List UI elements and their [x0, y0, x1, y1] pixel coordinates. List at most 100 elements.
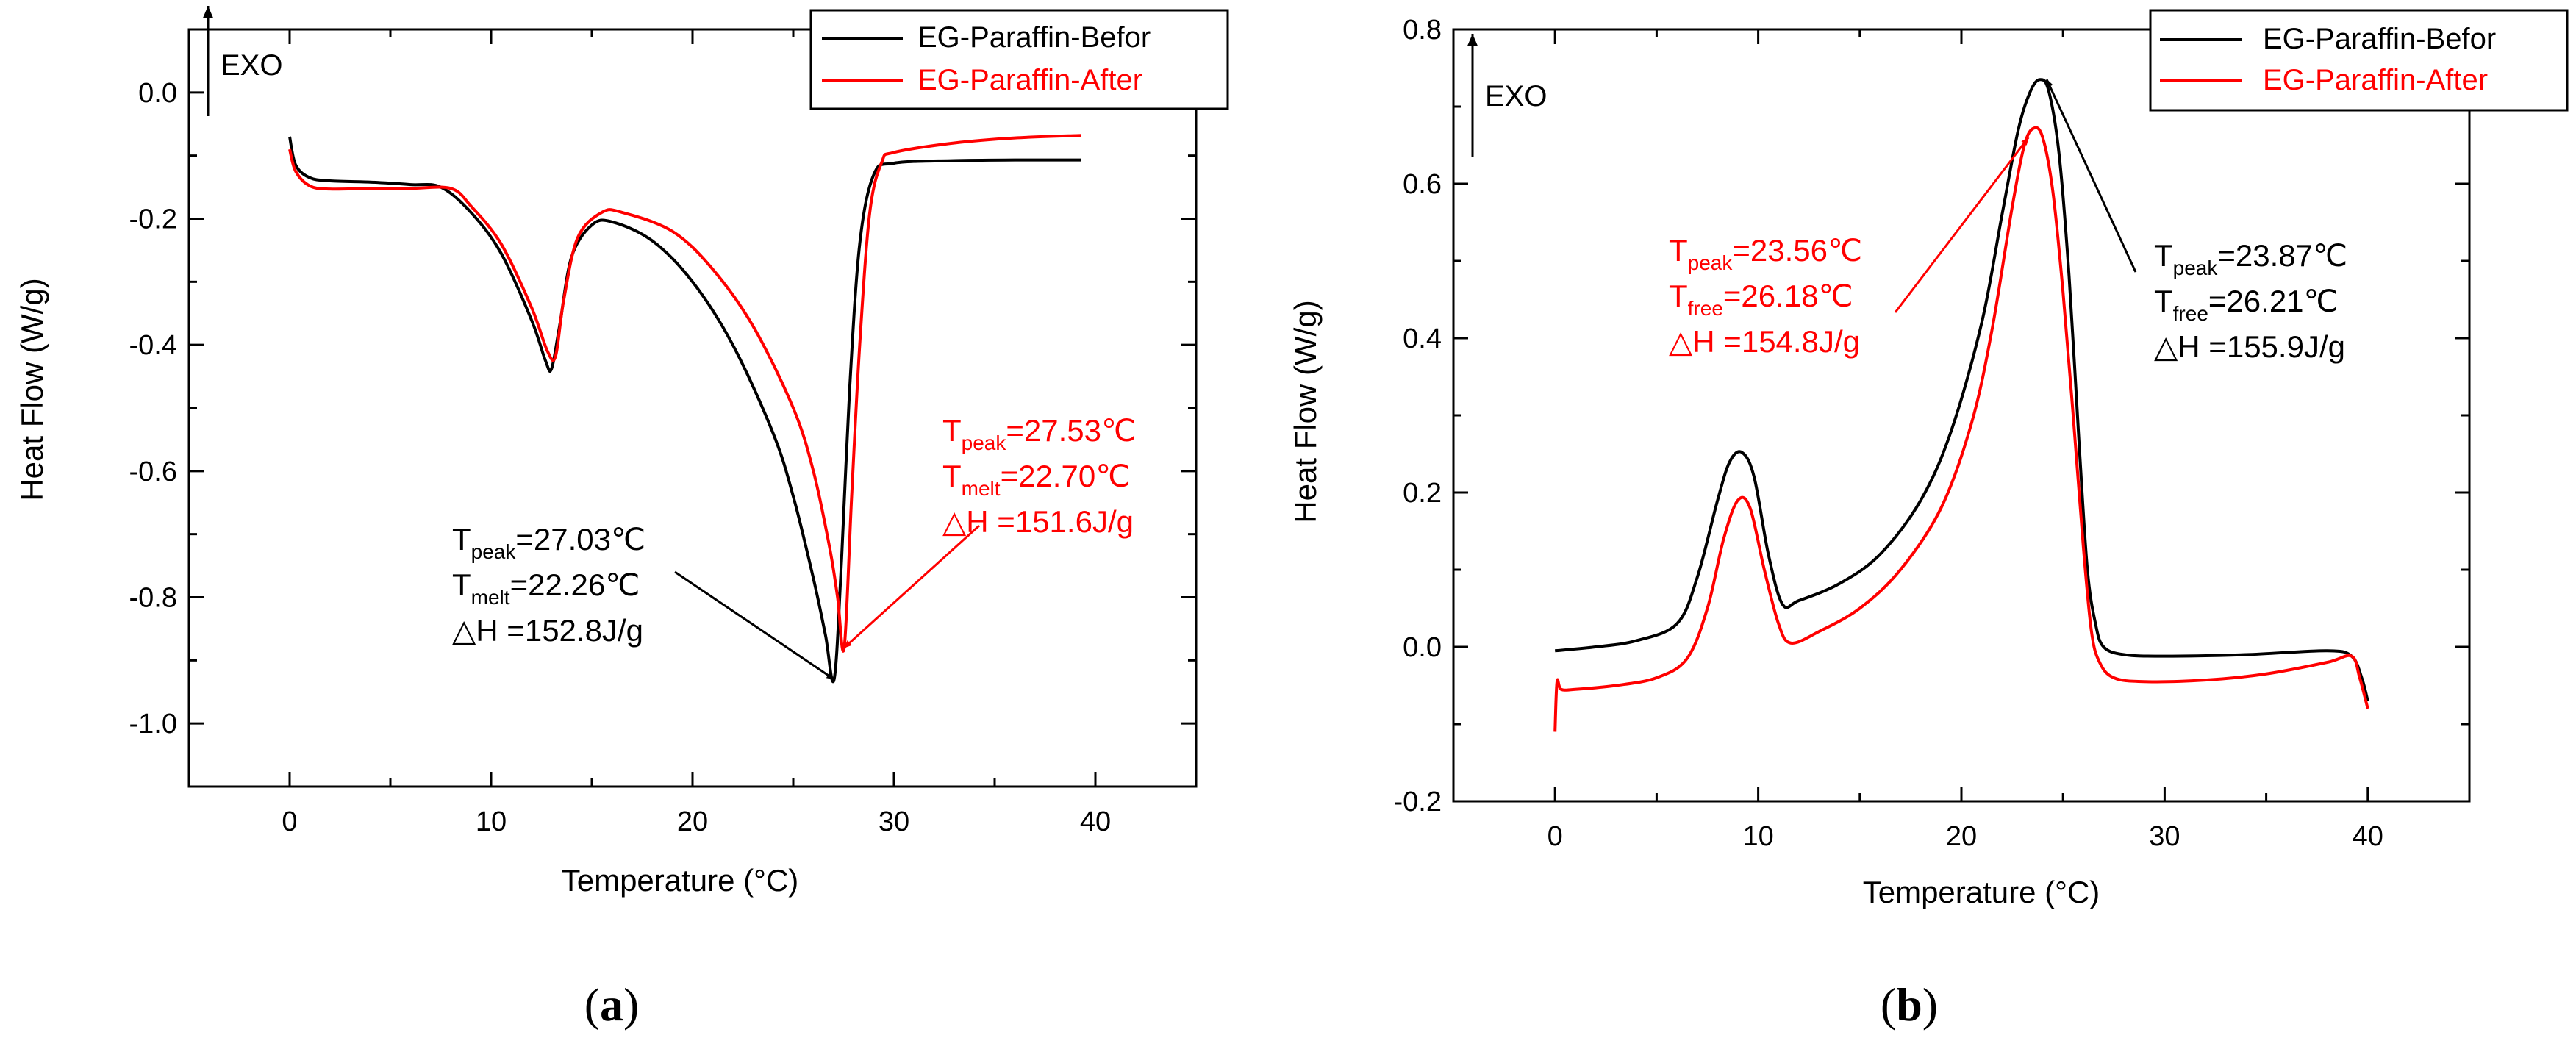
- series-line-after: [288, 134, 1081, 653]
- annotation-line: △H =152.8J/g: [452, 613, 643, 648]
- legend-box: [2149, 9, 2569, 112]
- annotation-symbol: T: [942, 459, 962, 493]
- plot-frame: [187, 28, 1198, 788]
- annotation-line: Tfree=26.21℃: [2154, 284, 2339, 325]
- y-tick-label: 0.0: [138, 78, 177, 109]
- annotation-subscript: peak: [471, 540, 517, 563]
- annotation-arrow: [843, 524, 981, 649]
- annotation-value: =27.03℃: [515, 522, 645, 556]
- series-line-before: [1555, 78, 2369, 702]
- annotation-subscript: peak: [1688, 251, 1734, 274]
- annotation-value: =26.18℃: [1723, 279, 1853, 313]
- y-tick-label: -1.0: [129, 709, 177, 740]
- annotation-symbol: T: [942, 413, 962, 448]
- annotation-line: Tpeak=27.03℃: [452, 522, 645, 563]
- annotation-line: Tfree=26.18℃: [1669, 279, 1853, 320]
- x-tick-label: 30: [879, 806, 909, 837]
- exo-label: EXO: [1485, 80, 1547, 112]
- caption-letter: b: [1896, 978, 1922, 1031]
- y-tick-label: -0.4: [129, 330, 177, 361]
- annotation-arrow: [2045, 79, 2137, 273]
- annotation-subscript: peak: [2173, 257, 2219, 279]
- y-tick-label: 0.6: [1403, 169, 1442, 200]
- annotation-value: =151.6J/g: [989, 504, 1134, 539]
- annotation-symbol: △H: [452, 613, 498, 648]
- annotation-after: Tpeak=23.56℃ Tfree=26.18℃ △H =154.8J/g: [1669, 137, 2030, 359]
- x-tick-label: 0: [1548, 821, 1563, 852]
- legend-box: [809, 9, 1229, 110]
- x-tick-label: 10: [1742, 821, 1773, 852]
- legend-entry: EG-Paraffin-After: [917, 64, 1142, 96]
- caption-paren-close: ): [1922, 978, 1938, 1031]
- annotation-line: △H =155.9J/g: [2154, 329, 2345, 364]
- annotation-line: △H =154.8J/g: [1669, 324, 1860, 359]
- caption-letter: a: [600, 978, 623, 1031]
- series-line-before: [288, 136, 1081, 684]
- annotation-value: =22.26℃: [510, 568, 640, 602]
- y-tick-label: 0.2: [1403, 478, 1442, 509]
- annotation-symbol: △H: [942, 504, 989, 539]
- annotation-line: Tpeak=27.53℃: [942, 413, 1136, 454]
- legend-entry: EG-Paraffin-Befor: [917, 21, 1151, 54]
- annotation-value: =154.8J/g: [1715, 324, 1860, 359]
- caption-paren-open: (: [584, 978, 600, 1031]
- y-tick-label: 0.8: [1403, 15, 1442, 46]
- annotation-line: Tpeak=23.87℃: [2154, 238, 2347, 279]
- x-axis-label: Temperature (°C): [562, 863, 799, 898]
- annotation-value: =152.8J/g: [498, 613, 643, 648]
- annotation-value: =155.9J/g: [2200, 329, 2345, 364]
- annotation-value: =23.87℃: [2217, 238, 2347, 273]
- annotation-symbol: △H: [2154, 329, 2200, 364]
- annotation-subscript: peak: [962, 432, 1007, 454]
- legend-entry: EG-Paraffin-After: [2263, 64, 2488, 96]
- y-tick-label: -0.8: [129, 583, 177, 614]
- annotation-arrow: [674, 570, 835, 681]
- exo-label: EXO: [221, 49, 282, 82]
- x-tick-label: 20: [677, 806, 708, 837]
- panel-caption: (a): [584, 978, 640, 1031]
- annotation-value: =22.70℃: [1001, 459, 1131, 493]
- x-tick-label: 10: [476, 806, 507, 837]
- annotation-value: =27.53℃: [1006, 413, 1136, 448]
- annotation-symbol: T: [2154, 238, 2173, 273]
- annotation-symbol: △H: [1669, 324, 1715, 359]
- x-tick-label: 30: [2149, 821, 2180, 852]
- caption-paren-close: ): [623, 978, 639, 1031]
- legend-entry: EG-Paraffin-Befor: [2263, 23, 2496, 55]
- x-tick-label: 20: [1946, 821, 1977, 852]
- y-tick-label: -0.6: [129, 457, 177, 487]
- annotation-value: =23.56℃: [1732, 233, 1862, 268]
- x-tick-label: 40: [2353, 821, 2383, 852]
- y-axis-label: Heat Flow (W/g): [1288, 300, 1323, 523]
- annotation-arrow: [1894, 137, 2030, 313]
- caption-paren-open: (: [1881, 978, 1896, 1031]
- chart-panel-a: 0 10 20 30 40 -1.0 -0.8 -0.6 -0.4 -0.2 0.0 Temperat…: [15, 6, 1229, 1031]
- annotation-symbol: T: [1669, 233, 1688, 268]
- annotation-subscript: free: [2173, 302, 2208, 325]
- annotation-symbol: T: [1669, 279, 1688, 313]
- y-axis-label: Heat Flow (W/g): [15, 278, 49, 501]
- y-tick-label: -0.2: [1394, 787, 1442, 817]
- y-tick-label: 0.0: [1403, 632, 1442, 663]
- annotation-symbol: T: [452, 522, 471, 556]
- y-tick-label: -0.2: [129, 204, 177, 235]
- annotation-symbol: T: [452, 568, 471, 602]
- annotation-value: =26.21℃: [2208, 284, 2339, 318]
- x-axis-label: Temperature (°C): [1863, 875, 2100, 909]
- chart-panel-b: 0 10 20 30 40 -0.2 0.0 0.2 0.4 0.6 0.8 Temperature …: [1288, 9, 2569, 1031]
- y-tick-label: 0.4: [1403, 323, 1442, 354]
- series-line-after: [1553, 126, 2369, 732]
- annotation-line: Tmelt=22.26℃: [452, 568, 640, 609]
- annotation-symbol: T: [2154, 284, 2173, 318]
- x-tick-label: 40: [1080, 806, 1111, 837]
- panel-caption: (b): [1881, 978, 1938, 1031]
- annotation-subscript: melt: [962, 477, 1001, 500]
- annotation-subscript: melt: [471, 586, 510, 609]
- annotation-line: Tpeak=23.56℃: [1669, 233, 1862, 274]
- annotation-line: Tmelt=22.70℃: [942, 459, 1130, 500]
- legend: EG-Paraffin-Befor EG-Paraffin-After: [809, 9, 1229, 110]
